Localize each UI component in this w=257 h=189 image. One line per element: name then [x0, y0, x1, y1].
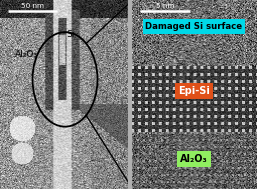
- Text: Damaged Si surface: Damaged Si surface: [145, 22, 243, 31]
- Text: Al₂O₃: Al₂O₃: [180, 154, 208, 164]
- Text: Al₂O₃: Al₂O₃: [14, 50, 38, 59]
- Text: 5 nm: 5 nm: [156, 3, 174, 9]
- Text: 50 nm: 50 nm: [21, 3, 44, 9]
- Text: Si: Si: [66, 29, 75, 39]
- Text: Epi-Si: Epi-Si: [178, 86, 210, 96]
